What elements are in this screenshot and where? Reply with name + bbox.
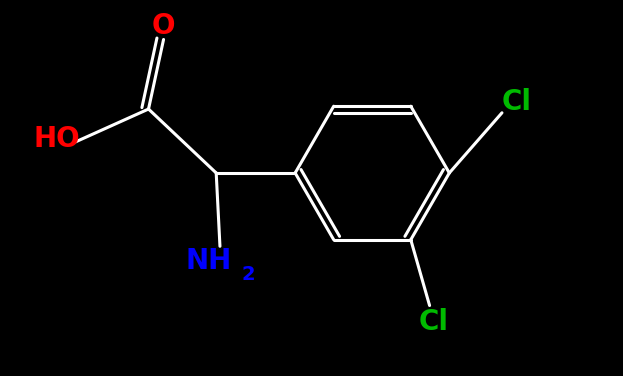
Text: 2: 2: [241, 265, 255, 284]
Text: Cl: Cl: [502, 88, 532, 115]
Text: HO: HO: [33, 125, 80, 153]
Text: NH: NH: [186, 247, 232, 275]
Text: O: O: [152, 12, 175, 40]
Text: Cl: Cl: [418, 308, 449, 337]
